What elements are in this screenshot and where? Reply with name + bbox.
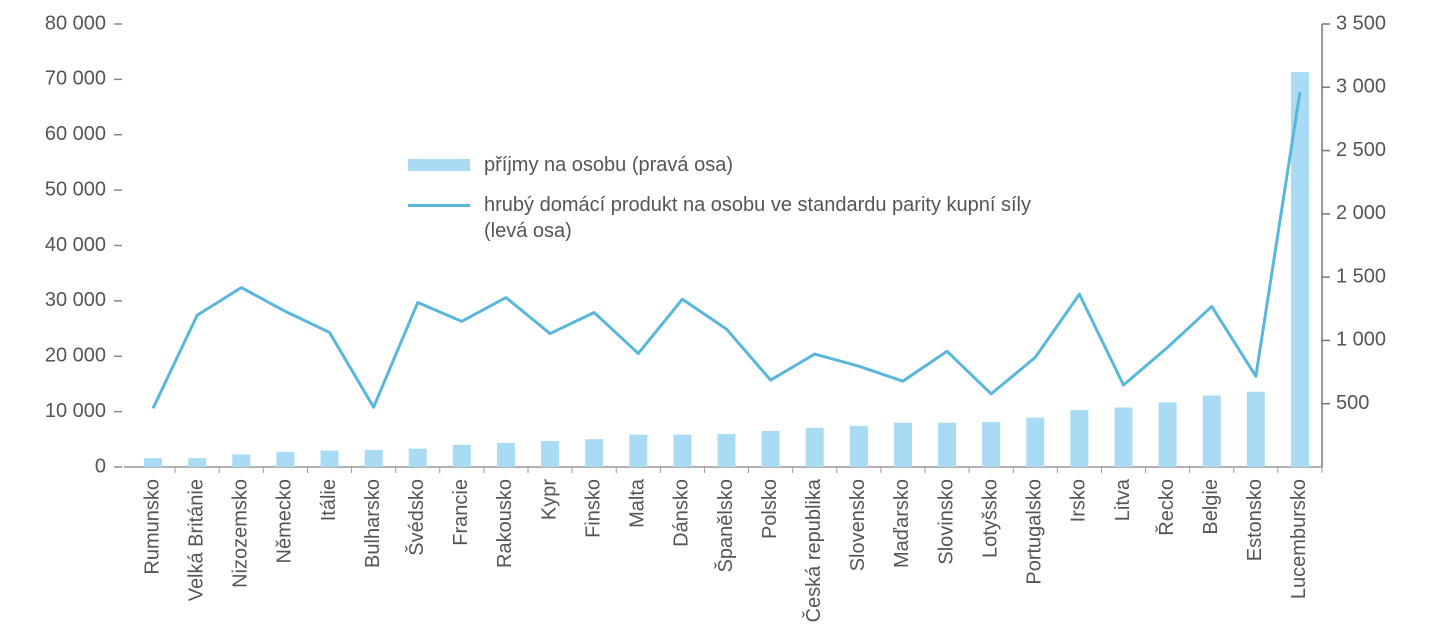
legend: příjmy na osobu (pravá osa) hrubý domácí … (408, 152, 1048, 258)
line (151, 91, 1302, 409)
bar (982, 422, 1001, 467)
x-tick-label: Velká Británie (185, 479, 207, 601)
bar (452, 444, 471, 467)
x-tick-label: Itálie (318, 479, 340, 521)
y2-tick-label: 1 000 (1336, 329, 1386, 351)
legend-item: hrubý domácí produkt na osobu ve standar… (408, 192, 1048, 244)
x-tick-label: Rakousko (494, 479, 516, 568)
y-tick-label: 30 000 (45, 289, 106, 311)
bar (364, 449, 383, 467)
x-tick-label: Irsko (1068, 479, 1090, 522)
legend-label: příjmy na osobu (pravá osa) (484, 154, 734, 176)
y-tick-label: 50 000 (45, 178, 106, 200)
bar (585, 439, 604, 467)
bar (761, 430, 780, 467)
legend-label: hrubý domácí produkt na osobu ve standar… (484, 194, 1031, 242)
x-tick-label: Dánsko (671, 479, 693, 547)
x-tick-label: Německo (274, 479, 296, 563)
y-tick-label: 70 000 (45, 68, 106, 90)
bar (1070, 410, 1089, 467)
x-tick-label: Malta (627, 478, 649, 528)
bar (276, 451, 295, 467)
x-tick-label: Lucembursko (1288, 479, 1310, 599)
y2-tick-label: 3 500 (1336, 12, 1386, 34)
x-tick-label: Řecko (1155, 479, 1178, 536)
bar (1026, 417, 1045, 467)
x-tick-label: Rumunsko (141, 479, 163, 575)
x-tick-label: Švédsko (405, 479, 428, 556)
bar (1202, 395, 1221, 467)
x-tick-label: Litva (1112, 478, 1134, 521)
bar (496, 442, 515, 467)
bar (320, 450, 339, 467)
legend-item: příjmy na osobu (pravá osa) (408, 152, 1048, 178)
bar (849, 425, 868, 467)
bar (893, 422, 912, 467)
bar (232, 454, 251, 467)
bar (805, 427, 824, 467)
bar (1158, 402, 1177, 467)
bar (541, 441, 560, 467)
bar (629, 434, 648, 467)
bar (1246, 391, 1265, 467)
bar (408, 448, 427, 467)
y-tick-label: 0 (95, 455, 106, 477)
y2-tick-label: 2 000 (1336, 202, 1386, 224)
y2-tick-label: 500 (1336, 392, 1369, 414)
bar (717, 434, 736, 467)
x-tick-label: Slovinsko (935, 479, 957, 565)
x-tick-label: Lotyšsko (979, 479, 1001, 558)
y-tick-label: 20 000 (45, 345, 106, 367)
bar (144, 458, 163, 467)
x-tick-label: Bulharsko (362, 479, 384, 568)
bar (188, 458, 207, 467)
legend-swatch (408, 204, 470, 207)
bar (1114, 407, 1133, 467)
x-tick-label: Česká republika (802, 478, 825, 622)
x-tick-label: Maďarsko (891, 479, 913, 568)
x-tick-label: Portugalsko (1024, 479, 1046, 585)
y-tick-label: 40 000 (45, 234, 106, 256)
y2-tick-label: 3 000 (1336, 76, 1386, 98)
y-tick-label: 60 000 (45, 123, 106, 145)
x-tick-label: Francie (450, 479, 472, 546)
bar (938, 422, 957, 467)
x-tick-label: Kypr (538, 479, 560, 520)
bar (1290, 72, 1309, 468)
x-tick-label: Polsko (759, 479, 781, 539)
legend-swatch (408, 159, 470, 171)
bar (673, 434, 692, 467)
y-tick-label: 80 000 (45, 12, 106, 34)
x-tick-label: Finsko (582, 479, 604, 538)
x-tick-label: Slovensko (847, 479, 869, 571)
y2-tick-label: 2 500 (1336, 139, 1386, 161)
y2-tick-label: 1 500 (1336, 265, 1386, 287)
x-tick-label: Estonsko (1244, 479, 1266, 561)
y-tick-label: 10 000 (45, 400, 106, 422)
x-tick-label: Španělsko (714, 479, 737, 572)
x-tick-label: Belgie (1200, 479, 1222, 535)
x-tick-label: Nizozemsko (230, 479, 252, 588)
